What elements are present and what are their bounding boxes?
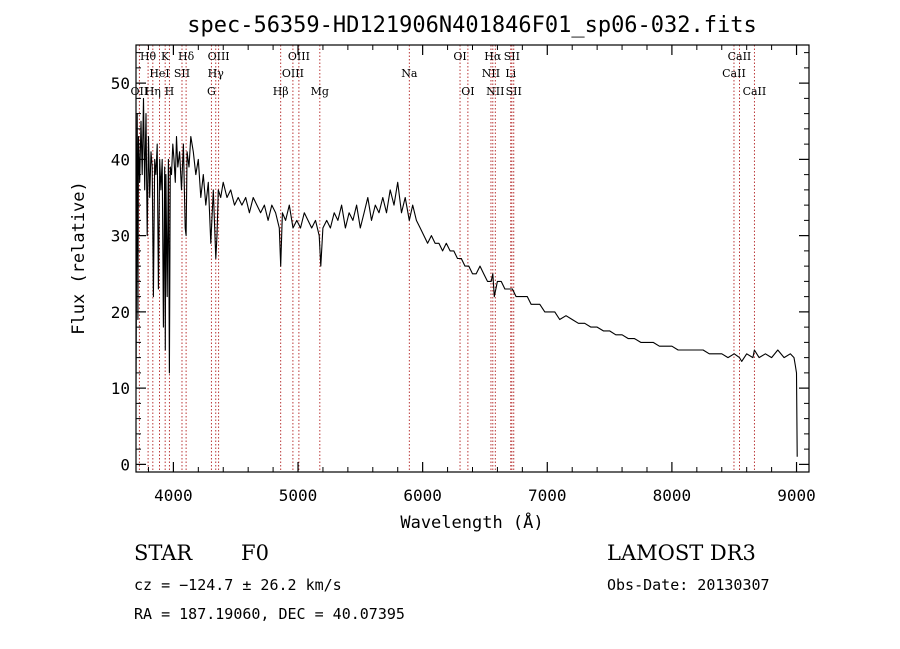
spectral-line-label: OIII <box>288 50 310 63</box>
spectral-line-label: NII <box>482 67 500 80</box>
spectral-line-label: OIII <box>282 67 304 80</box>
x-tick-label: 5000 <box>279 486 318 505</box>
spectral-line-labels: OII Hθ Hη HeI K H SII Hδ G Hγ OIII Hβ OIII OIII Mg Na OI… <box>131 50 767 98</box>
spectrum-line <box>135 97 798 457</box>
spectral-line-label: Hα <box>484 50 502 63</box>
spectral-line-label: G <box>207 85 216 98</box>
spectral-line-label: Hη <box>145 85 161 98</box>
x-tick-label: 4000 <box>154 486 193 505</box>
coordinates-text: RA = 187.19060, DEC = 40.07395 <box>134 605 405 623</box>
spectral-line-label: Hβ <box>273 85 289 98</box>
x-axis-ticks: 4000 5000 6000 7000 8000 9000 <box>147 45 816 505</box>
y-tick-label: 40 <box>111 150 130 169</box>
spectral-line-label: CaII <box>743 85 767 98</box>
y-tick-label: 10 <box>111 379 130 398</box>
y-axis-label: Flux (relative) <box>69 181 89 335</box>
y-tick-label: 20 <box>111 303 130 322</box>
object-class: STAR <box>134 541 193 565</box>
y-tick-label: 0 <box>120 455 130 474</box>
redshift-text: cz = −124.7 ± 26.2 km/s <box>134 576 342 594</box>
survey-name: LAMOST DR3 <box>607 541 756 565</box>
spectral-line-label: NII <box>486 85 504 98</box>
spectral-line-label: Mg <box>311 85 329 98</box>
spectral-line-label: Hδ <box>178 50 195 63</box>
spectral-line-label: K <box>161 50 170 63</box>
object-subclass: F0 <box>241 541 269 565</box>
spectral-line-label: OII <box>131 85 149 98</box>
y-axis-ticks: 0 10 20 30 40 50 <box>111 52 809 474</box>
x-tick-label: 7000 <box>528 486 567 505</box>
spectral-line-label: SII <box>504 50 520 63</box>
spectral-line-label: H <box>165 85 175 98</box>
chart-title: spec-56359-HD121906N401846F01_sp06-032.f… <box>187 13 757 38</box>
y-tick-label: 30 <box>111 227 130 246</box>
x-axis-label: Wavelength (Å) <box>400 511 543 533</box>
spectral-line-label: OI <box>453 50 466 63</box>
spectral-line-label: Hγ <box>208 67 225 80</box>
spectral-line-label: SII <box>174 67 190 80</box>
spectral-line-markers <box>138 45 755 472</box>
obs-date-text: Obs-Date: 20130307 <box>607 576 770 594</box>
plot-frame <box>135 44 810 473</box>
spectral-line-label: Li <box>505 67 516 80</box>
spectral-line-label: CaII <box>722 67 746 80</box>
x-tick-label: 6000 <box>403 486 442 505</box>
spectral-line-label: Hθ <box>140 50 157 63</box>
x-tick-label: 8000 <box>653 486 692 505</box>
spectral-line-label: CaII <box>728 50 752 63</box>
spectral-line-label: Na <box>401 67 418 80</box>
spectral-line-label: SII <box>506 85 522 98</box>
y-tick-label: 50 <box>111 74 130 93</box>
spectral-line-label: OI <box>461 85 474 98</box>
x-tick-label: 9000 <box>777 486 816 505</box>
spectral-line-label: OIII <box>208 50 230 63</box>
spectral-line-label: HeI <box>149 67 169 80</box>
